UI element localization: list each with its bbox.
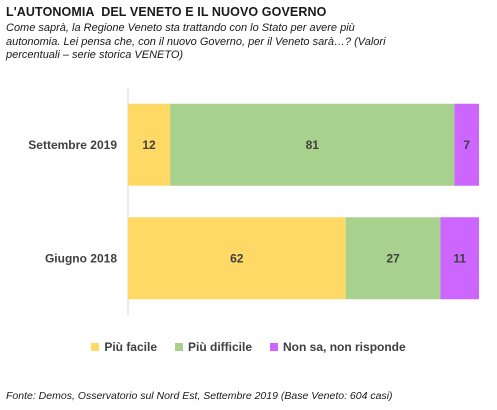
legend-label: Più difficile <box>188 340 253 354</box>
bar-segment <box>345 217 441 300</box>
data-label: 62 <box>230 251 244 265</box>
labels-group: Settembre 2019 12 81 7 Giugno 2018 62 27 11 <box>28 138 470 266</box>
legend-swatch <box>175 343 183 351</box>
legend-swatch <box>270 343 279 351</box>
category-label: Settembre 2019 <box>28 138 117 152</box>
bar-segment <box>128 103 171 186</box>
chart-subtitle: Come saprà, la Regione Veneto sta tratta… <box>6 22 386 61</box>
legend-item: Più difficile <box>175 340 252 354</box>
bar-segment <box>454 103 479 186</box>
bar-segment <box>170 103 455 186</box>
chart-title: L'AUTONOMIA DEL VENETO E IL NUOVO GOVERN… <box>6 5 327 19</box>
stacked-bar-chart: Settembre 2019 12 81 7 Giugno 2018 62 27 11 <box>28 88 479 315</box>
data-label: 11 <box>453 251 466 265</box>
data-label: 27 <box>386 251 400 265</box>
legend-item: Più facile <box>91 340 157 354</box>
bar-segment <box>128 217 346 300</box>
data-label: 7 <box>463 138 470 152</box>
bars-group <box>128 103 479 300</box>
legend-swatch <box>91 343 100 351</box>
legend-item: Non sa, non risponde <box>270 340 406 354</box>
chart-legend: Più facile Più difficile Non sa, non rispo… <box>0 340 497 354</box>
legend-label: Non sa, non risponde <box>283 340 406 354</box>
source-note: Fonte: Demos, Osservatorio sul Nord Est,… <box>6 390 393 402</box>
data-label: 12 <box>142 138 156 152</box>
data-label: 81 <box>306 138 320 152</box>
legend-label: Più facile <box>104 340 157 354</box>
bar-segment <box>440 217 479 300</box>
category-label: Giugno 2018 <box>45 251 117 265</box>
